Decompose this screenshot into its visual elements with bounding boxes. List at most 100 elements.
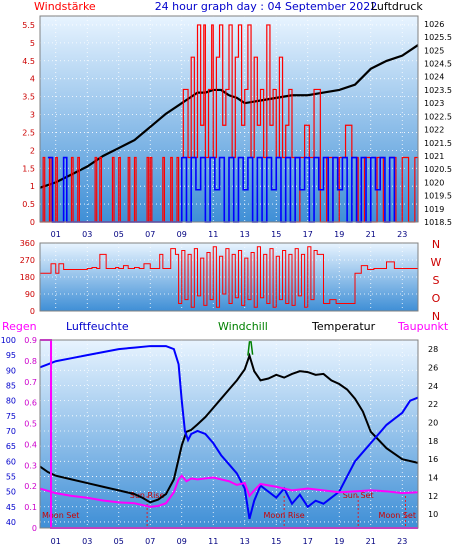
x-tick-label: 21 [366, 537, 376, 546]
compass-letter: N [432, 238, 440, 251]
x-tick-label: 17 [303, 230, 313, 239]
x-tick-label: 03 [82, 230, 92, 239]
x-tick-label: 01 [51, 230, 61, 239]
humidity-tick-label: 40 [6, 518, 16, 527]
wind-speed-tick-label: 5.5 [22, 21, 35, 30]
rain-tick-label: 0.6 [24, 399, 37, 408]
pressure-tick-label: 1025 [424, 46, 444, 55]
x-tick-label: 19 [334, 230, 344, 239]
pressure-tick-label: 1022.5 [424, 112, 452, 121]
legend-temperature: Temperatur [311, 320, 376, 333]
humidity-series [39, 345, 419, 520]
x-tick-label: 01 [51, 537, 61, 546]
pressure-tick-label: 1020.5 [424, 165, 452, 174]
gust-series [47, 156, 396, 223]
wind-speed-tick-label: 4 [30, 75, 35, 84]
humidity-tick-label: 95 [6, 351, 16, 360]
compass-letter: N [432, 310, 440, 323]
wind-speed-tick-label: 1 [30, 182, 35, 191]
wind-speed-tick-label: 0.5 [22, 200, 35, 209]
plot-frame [39, 242, 419, 312]
direction-tick-label: 90 [25, 290, 35, 299]
humidity-tick-label: 60 [6, 457, 16, 466]
x-tick-label: 21 [366, 230, 376, 239]
pressure-tick-label: 1023.5 [424, 86, 452, 95]
pressure-tick-label: 1019 [424, 205, 444, 214]
humidity-tick-label: 70 [6, 427, 16, 436]
temperature-tick-label: 20 [428, 419, 438, 428]
pressure-tick-label: 1024.5 [424, 60, 452, 69]
plot-frame [39, 339, 419, 529]
compass-letter: W [431, 256, 442, 269]
x-tick-label: 09 [177, 230, 187, 239]
x-tick-label: 19 [334, 537, 344, 546]
temperature-tick-label: 18 [428, 437, 438, 446]
x-tick-label: 05 [114, 230, 124, 239]
wind-speed-series [40, 24, 419, 223]
x-tick-label: 15 [271, 230, 281, 239]
pressure-tick-label: 1018.5 [424, 218, 452, 227]
x-tick-label: 23 [397, 230, 407, 239]
rain-tick-label: 0.8 [24, 357, 37, 366]
event-label: Moon Set [379, 511, 416, 520]
wind-speed-tick-label: 2 [30, 146, 35, 155]
humidity-tick-label: 100 [1, 336, 16, 345]
pressure-tick-label: 1021 [424, 152, 444, 161]
event-label: Sun Rise [130, 491, 165, 500]
direction-tick-label: 180 [20, 273, 35, 282]
windchill-series [247, 341, 254, 356]
wind-speed-tick-label: 3.5 [22, 93, 35, 102]
rain-tick-label: 0.9 [24, 336, 37, 345]
pressure-tick-label: 1024 [424, 73, 444, 82]
direction-tick-label: 0 [30, 307, 35, 316]
temperature-tick-label: 12 [428, 492, 438, 501]
temp-humidity-plot-area [40, 340, 418, 528]
rain-tick-label: 0.3 [24, 461, 37, 470]
rain-tick-label: 0.1 [24, 503, 37, 512]
pressure-tick-label: 1022 [424, 126, 444, 135]
temperature-tick-label: 26 [428, 364, 438, 373]
wind-speed-tick-label: 4.5 [22, 57, 35, 66]
wind-pressure-panel: 0 0.5 1 1.5 2 2.5 3 3.5 4 4.5 5 5.5 1018.5 1019 1019.5… [22, 15, 452, 239]
humidity-tick-label: 75 [6, 412, 16, 421]
pressure-tick-label: 1023 [424, 99, 444, 108]
temperature-tick-label: 14 [428, 474, 438, 483]
humidity-tick-label: 85 [6, 381, 16, 390]
compass-letter: S [433, 274, 440, 287]
rain-tick-label: 0 [32, 524, 37, 533]
rain-tick-label: 0.2 [24, 482, 37, 491]
event-label: Moon Rise [264, 511, 305, 520]
temperature-tick-label: 16 [428, 455, 438, 464]
x-tick-label: 09 [177, 537, 187, 546]
x-tick-label: 11 [208, 537, 218, 546]
chart-title: 24 hour graph day : 04 September 2022 [155, 0, 378, 13]
temp-humidity-panel: 40 45 50 55 60 65 70 75 80 85 90 95 100 0 0.1 0.2 0.3 0.4… [1, 336, 438, 546]
pressure-tick-label: 1025.5 [424, 33, 452, 42]
pressure-tick-label: 1026 [424, 20, 444, 29]
wind-speed-axis-title: Windstärke [34, 0, 96, 13]
pressure-tick-label: 1021.5 [424, 139, 452, 148]
humidity-tick-label: 55 [6, 472, 16, 481]
wind-speed-tick-label: 3 [30, 111, 35, 120]
wind-speed-tick-label: 5 [30, 39, 35, 48]
x-tick-label: 13 [240, 537, 250, 546]
legend-rain: Regen [2, 320, 37, 333]
temperature-tick-label: 28 [428, 345, 438, 354]
temperature-tick-label: 22 [428, 400, 438, 409]
x-tick-label: 07 [145, 230, 155, 239]
rain-tick-label: 0.5 [24, 420, 37, 429]
pressure-axis-title: Luftdruck [371, 0, 423, 13]
humidity-tick-label: 65 [6, 442, 16, 451]
wind-direction-series [40, 246, 418, 308]
wind-speed-tick-label: 1.5 [22, 164, 35, 173]
legend-dewpoint: Taupunkt [397, 320, 449, 333]
pressure-series [39, 44, 419, 189]
direction-tick-label: 270 [20, 256, 35, 265]
x-tick-label: 03 [82, 537, 92, 546]
rain-tick-label: 0.4 [24, 440, 37, 449]
humidity-tick-label: 45 [6, 503, 16, 512]
x-tick-label: 13 [240, 230, 250, 239]
x-tick-label: 05 [114, 537, 124, 546]
